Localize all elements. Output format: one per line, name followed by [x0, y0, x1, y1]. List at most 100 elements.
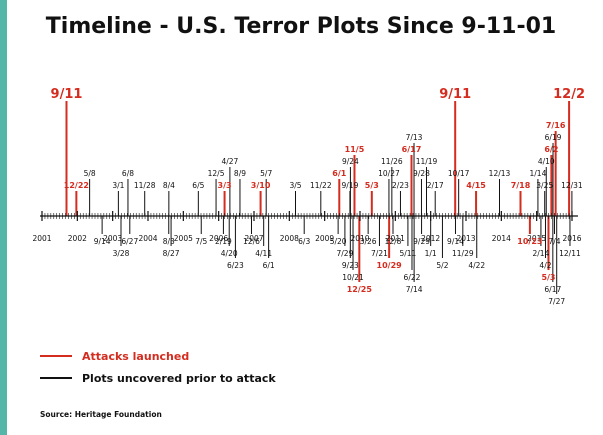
year-label: 2001	[32, 234, 51, 243]
plot-date-label: 2/23	[392, 181, 409, 190]
year-label: 2003	[103, 234, 122, 243]
plot-date-label: 1/1	[425, 249, 437, 258]
year-label: 2014	[492, 234, 511, 243]
plot-date-label: 6/19	[545, 133, 562, 142]
plot-date-label: 10/27	[378, 169, 400, 178]
plot-date-label: 4/20	[221, 249, 238, 258]
plot-date-label: 7/14	[406, 285, 423, 294]
plot-date-label: 9/19	[342, 181, 359, 190]
plot-date-label: 2/19	[215, 237, 232, 246]
attack-date-label: 3/3	[218, 181, 232, 190]
year-label: 2009	[315, 234, 334, 243]
attack-date-label: 6/17	[402, 145, 422, 154]
accent-side-bar	[0, 0, 7, 435]
year-label: 2005	[174, 234, 193, 243]
year-label: 2013	[456, 234, 475, 243]
attack-date-label: 6/2	[544, 145, 558, 154]
axis-ticks	[41, 211, 573, 221]
year-label: 2016	[562, 234, 581, 243]
attack-date-label: 5/3	[541, 273, 555, 282]
attack-date-label: 4/15	[466, 181, 486, 190]
event-stems	[65, 101, 573, 294]
plot-date-label: 9/23	[342, 261, 359, 270]
plot-date-label: 3/25	[536, 181, 553, 190]
plot-date-label: 3/28	[113, 249, 130, 258]
year-labels: 2001 2002 2003 2004 2005 2006 2007 2008 2009 2010…	[32, 234, 581, 243]
attack-date-label: 11/5	[345, 145, 365, 154]
plot-date-label: 12/6	[243, 237, 260, 246]
plot-date-label: 9/24	[342, 157, 359, 166]
year-label: 2008	[280, 234, 299, 243]
year-label: 2004	[138, 234, 157, 243]
attack-date-label: 10/23	[517, 237, 542, 246]
attack-date-label: 5/3	[365, 181, 379, 190]
plot-date-label: 7/27	[548, 297, 565, 306]
plot-date-label: 6/5	[192, 181, 204, 190]
plot-date-label: 3/1	[112, 181, 124, 190]
plot-date-label: 12/5	[208, 169, 225, 178]
plot-date-label: 9/28	[413, 169, 430, 178]
plot-date-label: 6/3	[298, 237, 310, 246]
plot-date-label: 12/11	[559, 249, 581, 258]
plot-date-label: 7/5	[195, 237, 207, 246]
plot-date-label: 12/31	[561, 181, 583, 190]
plot-date-label: 11/28	[134, 181, 156, 190]
attack-date-label: 3/10	[251, 181, 271, 190]
plot-date-label: 5/11	[399, 249, 416, 258]
plot-date-label: 10/21	[342, 273, 364, 282]
attack-date-label: 9/11	[51, 87, 83, 102]
legend: Attacks launched Plots uncovered prior t…	[40, 350, 276, 385]
plot-date-label: 3/26	[360, 237, 377, 246]
plot-date-label: 11/22	[310, 181, 332, 190]
attack-date-label: 6/1	[332, 169, 346, 178]
plot-date-label: 6/1	[263, 261, 275, 270]
legend-attack-label: Attacks launched	[82, 350, 189, 363]
plot-date-label: 4/27	[221, 157, 238, 166]
plot-date-label: 1/14	[530, 169, 547, 178]
attack-date-label: 12/2	[553, 87, 585, 102]
plot-date-label: 6/27	[121, 237, 138, 246]
chart-title: Timeline - U.S. Terror Plots Since 9-11-…	[46, 14, 556, 39]
year-label: 2002	[68, 234, 87, 243]
plot-date-label: 4/22	[468, 261, 485, 270]
plot-date-label: 7/4	[548, 237, 560, 246]
plot-date-label: 5/2	[436, 261, 448, 270]
attack-date-label: 10/29	[377, 261, 403, 270]
plot-date-label: 10/17	[448, 169, 470, 178]
attack-date-label: 7/18	[511, 181, 531, 190]
plot-date-label: 9/14	[447, 237, 464, 246]
plot-date-label: 11/26	[381, 157, 403, 166]
plot-date-label: 9/14	[94, 237, 111, 246]
plot-date-label: 5/8	[84, 169, 96, 178]
year-label: 2012	[421, 234, 440, 243]
plot-date-label: 4/10	[538, 157, 555, 166]
year-label: 2010	[350, 234, 369, 243]
event-labels: 9/11 12/22 5/8 9/14 3/1 3/28 6/8 6/27 11/28 8/3 8/…	[51, 87, 585, 306]
plot-date-label: 6/17	[544, 285, 561, 294]
plot-date-label: 8/4	[163, 181, 175, 190]
plot-date-label: 9/29	[413, 237, 430, 246]
plot-date-label: 11/19	[416, 157, 438, 166]
plot-date-label: 6/22	[404, 273, 421, 282]
plot-date-label: 7/21	[371, 249, 388, 258]
plot-date-label: 5/7	[260, 169, 272, 178]
plot-date-label: 12/8	[385, 237, 402, 246]
plot-date-label: 7/13	[406, 133, 423, 142]
plot-date-label: 8/9	[234, 169, 246, 178]
plot-date-label: 6/23	[227, 261, 244, 270]
plot-date-label: 8/3	[163, 237, 175, 246]
plot-date-label: 2/14	[533, 249, 550, 258]
plot-date-label: 7/29	[336, 249, 353, 258]
plot-date-label: 5/20	[330, 237, 347, 246]
plot-date-label: 12/13	[489, 169, 511, 178]
attack-date-label: 7/16	[546, 121, 566, 130]
plot-date-label: 11/29	[452, 249, 474, 258]
year-label: 2015	[527, 234, 546, 243]
plot-date-label: 3/5	[289, 181, 301, 190]
plot-date-label: 6/8	[122, 169, 134, 178]
source-note: Source: Heritage Foundation	[40, 410, 162, 419]
plot-date-label: 4/2	[539, 261, 551, 270]
plot-date-label: 2/17	[427, 181, 444, 190]
